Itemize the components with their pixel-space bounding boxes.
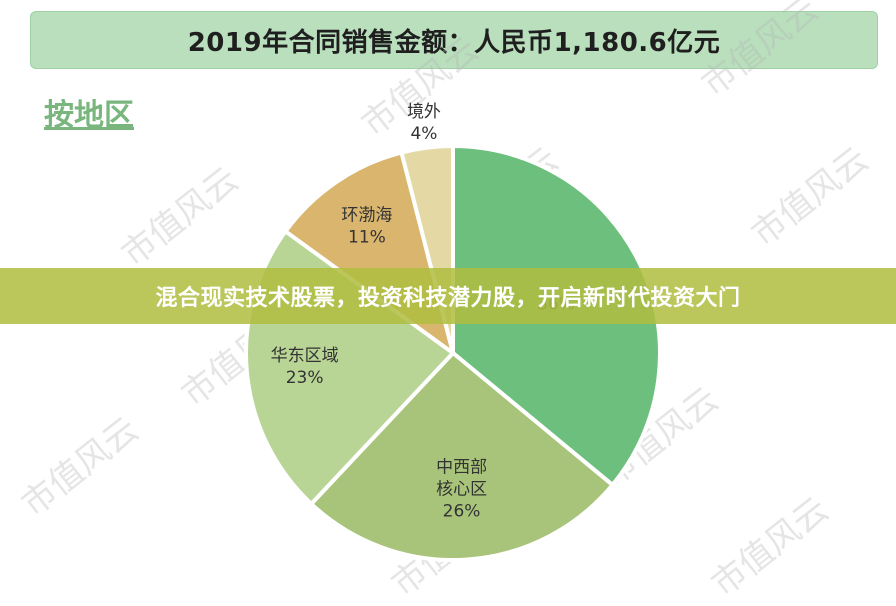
slice-value-label: 26% <box>443 501 481 521</box>
chart-header: 2019年合同销售金额：人民币1,180.6亿元 <box>30 11 878 69</box>
slice-category-label: 中西部 <box>436 457 487 477</box>
banner-text: 混合现实技术股票，投资科技潜力股，开启新时代投资大门 <box>155 286 741 311</box>
slice-value-label: 4% <box>410 124 437 144</box>
slice-category-label: 环渤海 <box>341 205 392 225</box>
section-label: 按地区 <box>44 98 134 133</box>
slice-category-label: 华东区域 <box>271 346 339 366</box>
pie-slice <box>308 350 616 562</box>
slice-category-label: 核心区 <box>436 479 487 499</box>
chart-title: 2019年合同销售金额：人民币1,180.6亿元 <box>187 27 721 58</box>
slice-category-label: 境外 <box>407 102 441 122</box>
slice-value-label: 23% <box>286 368 324 388</box>
promo-banner: 混合现实技术股票，投资科技潜力股，开启新时代投资大门 <box>0 268 896 324</box>
slice-value-label: 11% <box>348 227 386 247</box>
